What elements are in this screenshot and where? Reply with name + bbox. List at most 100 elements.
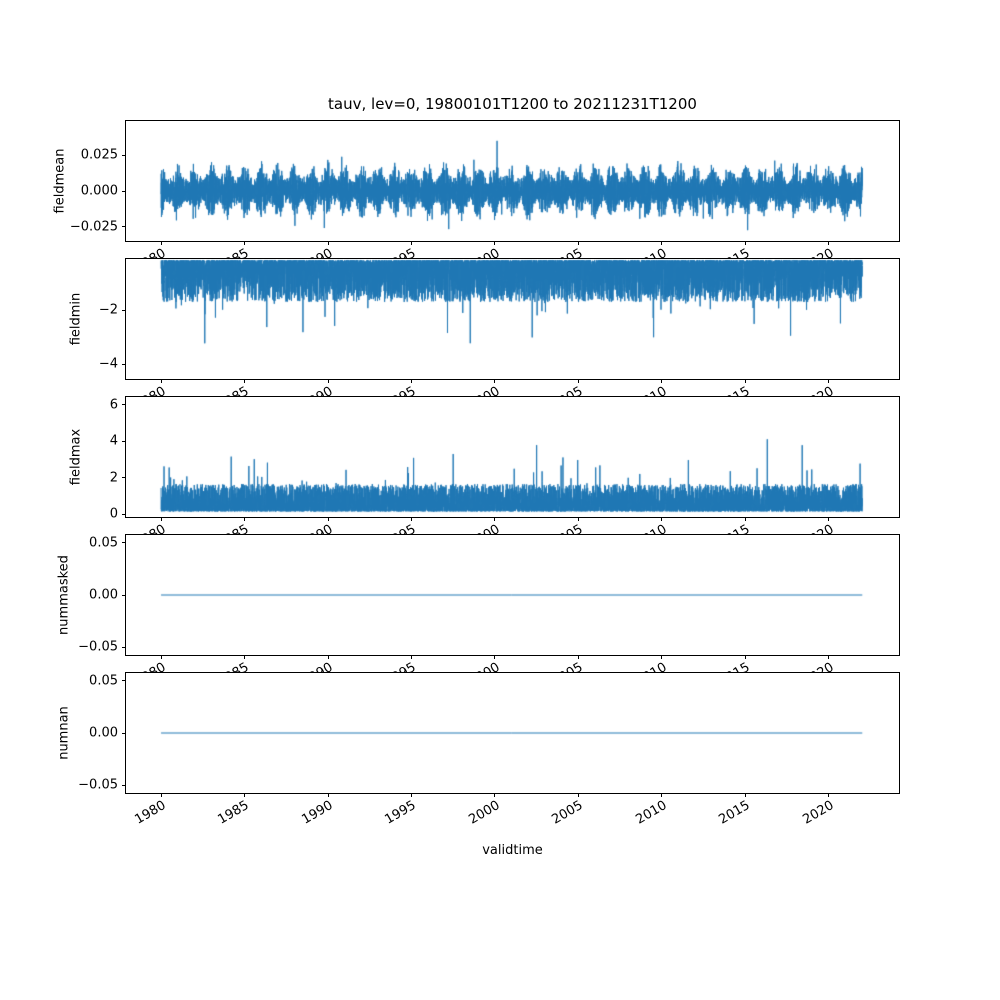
x-tick-mark	[744, 793, 746, 797]
y-axis-label-numnan: numnan	[56, 706, 72, 760]
x-tick-mark	[244, 517, 246, 521]
x-tick-mark	[577, 241, 579, 245]
figure-title: tauv, lev=0, 19800101T1200 to 20211231T1…	[328, 95, 697, 113]
x-tick-mark	[327, 379, 329, 383]
y-tick-label: 4	[109, 433, 118, 449]
x-tick-label: 1985	[215, 798, 253, 828]
y-tick-label: 0.05	[89, 535, 118, 551]
y-tick-label: 0.00	[89, 725, 118, 741]
y-tick-label: −0.025	[69, 219, 118, 235]
x-tick-label: 1990	[299, 798, 336, 828]
y-tick-label: −2	[98, 302, 118, 318]
y-tick-mark	[122, 732, 126, 734]
x-tick-label: 2015	[716, 798, 753, 828]
y-tick-mark	[122, 226, 126, 228]
x-tick-mark	[327, 655, 329, 659]
subplot-fieldmin: fieldmin −2−4198019851990199520002005201…	[69, 258, 900, 414]
x-tick-mark	[494, 655, 496, 659]
x-tick-mark	[244, 379, 246, 383]
x-tick-mark	[494, 517, 496, 521]
y-tick-label: 0.00	[89, 587, 118, 603]
y-tick-mark	[122, 309, 126, 311]
x-tick-mark	[577, 655, 579, 659]
y-tick-mark	[122, 477, 126, 479]
x-tick-mark	[160, 793, 162, 797]
y-tick-mark	[122, 513, 126, 515]
subplot-fieldmean: fieldmean 0.0250.000−0.02519801985199019…	[53, 120, 900, 276]
x-tick-label: 1995	[382, 798, 419, 828]
y-tick-mark	[122, 542, 126, 544]
y-tick-label: 0.000	[80, 183, 118, 199]
y-tick-label: 0.05	[89, 673, 118, 689]
y-axis-label-nummasked: nummasked	[56, 555, 72, 635]
x-tick-mark	[244, 793, 246, 797]
x-tick-mark	[494, 241, 496, 245]
y-tick-mark	[122, 594, 126, 596]
x-tick-mark	[577, 517, 579, 521]
x-tick-mark	[494, 379, 496, 383]
y-tick-mark	[122, 363, 126, 365]
y-tick-mark	[122, 154, 126, 156]
x-tick-mark	[160, 379, 162, 383]
x-axis-label: validtime	[482, 843, 543, 858]
x-tick-mark	[828, 655, 830, 659]
x-tick-mark	[244, 241, 246, 245]
y-tick-mark	[122, 440, 126, 442]
x-tick-mark	[661, 655, 663, 659]
fieldmax-plot-canvas	[126, 397, 899, 517]
x-tick-mark	[410, 517, 412, 521]
x-tick-label: 2010	[633, 798, 670, 828]
y-axis-label-fieldmin: fieldmin	[68, 292, 84, 346]
y-tick-label: −0.05	[78, 777, 118, 793]
x-tick-mark	[410, 655, 412, 659]
x-tick-mark	[410, 793, 412, 797]
y-tick-label: 2	[109, 470, 118, 486]
x-tick-mark	[494, 793, 496, 797]
subplot-nummasked: nummasked 0.050.00−0.0519801985199019952…	[57, 534, 900, 690]
x-tick-mark	[661, 517, 663, 521]
fieldmean-plot-canvas	[126, 121, 899, 241]
x-tick-mark	[661, 379, 663, 383]
x-tick-mark	[160, 241, 162, 245]
x-tick-label: 2020	[800, 798, 837, 828]
x-tick-label: 2005	[549, 798, 586, 828]
x-tick-mark	[661, 241, 663, 245]
y-tick-label: −0.05	[78, 639, 118, 655]
x-tick-mark	[410, 241, 412, 245]
x-tick-label: 1980	[132, 798, 169, 828]
x-tick-mark	[327, 241, 329, 245]
x-tick-label: 2000	[466, 798, 503, 828]
x-tick-mark	[828, 517, 830, 521]
nummasked-plot-canvas	[126, 535, 899, 655]
fieldmin-plot-canvas	[126, 259, 899, 379]
x-tick-mark	[744, 655, 746, 659]
x-tick-mark	[410, 379, 412, 383]
x-tick-mark	[744, 241, 746, 245]
x-tick-mark	[160, 517, 162, 521]
y-tick-mark	[122, 190, 126, 192]
x-tick-mark	[577, 379, 579, 383]
numnan-plot-canvas	[126, 673, 899, 793]
x-tick-mark	[744, 379, 746, 383]
x-tick-mark	[828, 241, 830, 245]
x-tick-mark	[160, 655, 162, 659]
x-tick-mark	[828, 793, 830, 797]
y-tick-mark	[122, 784, 126, 786]
y-tick-label: −4	[98, 356, 118, 372]
subplot-numnan: numnan 0.05 0.00 −0.05 1980 1985 1990 1995 2000…	[57, 672, 900, 828]
y-tick-mark	[122, 680, 126, 682]
y-axis-label-fieldmax: fieldmax	[68, 428, 84, 486]
x-tick-mark	[744, 517, 746, 521]
y-tick-label: 6	[109, 397, 118, 413]
y-tick-mark	[122, 404, 126, 406]
y-tick-label: 0	[109, 506, 118, 522]
y-tick-label: 0.025	[80, 147, 118, 163]
y-tick-mark	[122, 646, 126, 648]
x-tick-mark	[577, 793, 579, 797]
x-tick-mark	[661, 793, 663, 797]
x-tick-mark	[828, 379, 830, 383]
y-axis-label-fieldmean: fieldmean	[52, 148, 68, 214]
x-tick-mark	[327, 793, 329, 797]
subplot-fieldmax: fieldmax 6420198019851990199520002005201…	[69, 396, 900, 552]
